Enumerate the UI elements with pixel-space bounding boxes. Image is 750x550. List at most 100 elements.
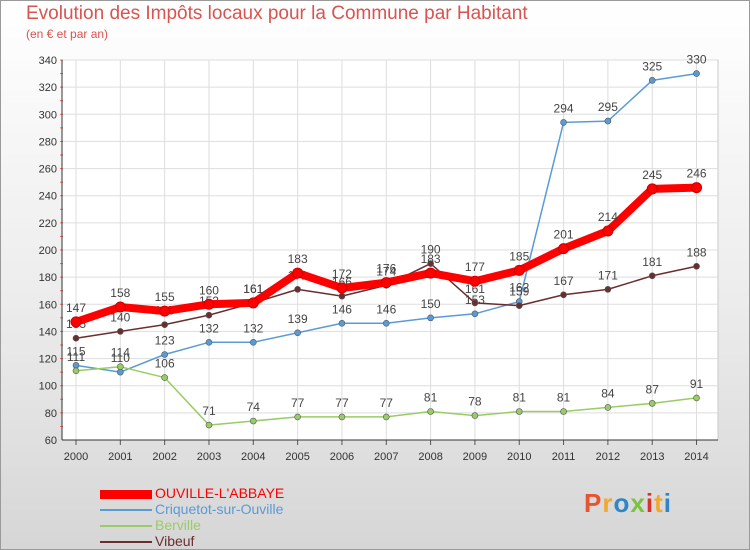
data-label: 245 [642,168,662,182]
legend-swatch [100,541,152,543]
y-tick-label: 200 [39,245,57,257]
data-label: 161 [243,282,263,296]
data-point [338,292,346,300]
data-point [117,363,124,371]
data-point [648,77,656,84]
data-label: 78 [468,395,482,409]
data-point [604,404,612,411]
data-point [602,225,614,237]
data-point [336,282,348,294]
data-point [72,334,80,342]
data-label: 71 [202,404,216,418]
y-tick-label: 340 [39,55,57,67]
data-point [382,319,390,327]
x-tick-label: 2008 [418,451,442,463]
legend-label: OUVILLE-L'ABBAYE [155,485,285,501]
x-tick-label: 2006 [330,451,354,463]
data-point [427,260,434,267]
data-point [249,338,257,346]
legend-swatch [100,525,152,527]
data-label: 161 [465,282,485,296]
y-tick-label: 220 [39,218,57,230]
data-point [338,413,346,421]
y-tick-label: 320 [39,82,57,94]
data-label: 174 [376,264,396,278]
data-label: 160 [199,283,219,297]
y-tick-label: 80 [45,408,57,420]
data-label: 146 [376,302,396,316]
data-point [161,351,168,358]
data-label: 77 [291,396,305,410]
data-label: 77 [335,396,349,410]
data-label: 132 [199,321,219,335]
legend-swatch [100,509,152,511]
data-label: 115 [66,344,85,358]
x-tick-label: 2011 [552,451,576,463]
data-label: 123 [155,334,175,348]
data-label: 201 [554,228,574,242]
data-label: 87 [646,382,660,396]
data-label: 77 [380,396,394,410]
data-point [117,328,124,335]
x-tick-label: 2000 [64,451,88,463]
y-tick-label: 280 [39,136,57,148]
data-label: 190 [421,243,441,257]
logo-letter: r [602,488,614,518]
data-point [249,417,257,425]
data-point [203,298,215,310]
data-label: 176 [376,262,396,276]
data-point [338,319,346,327]
logo-letter: o [613,488,631,518]
data-label: 185 [509,249,529,263]
data-label: 161 [243,282,263,296]
data-point [693,262,700,270]
data-label: 132 [243,321,263,335]
data-label: 155 [155,290,175,304]
data-label: 294 [554,101,574,115]
legend-label: Berville [155,517,201,533]
data-point [247,297,259,309]
data-point [70,316,82,328]
x-tick-label: 2003 [197,451,221,463]
logo-letter: P [584,488,603,518]
data-point [294,329,301,337]
data-point [513,264,525,276]
data-point [382,413,390,421]
data-point [604,286,612,293]
data-point [427,408,434,415]
data-label: 110 [111,351,130,365]
data-point [693,394,700,402]
data-label: 172 [332,267,352,281]
data-label: 214 [598,210,618,224]
data-label: 159 [509,285,529,299]
data-label: 183 [288,252,308,266]
data-label: 162 [509,281,529,295]
y-tick-label: 300 [39,109,57,121]
data-label: 91 [690,377,704,391]
x-tick-label: 2007 [374,451,398,463]
data-label: 181 [642,255,662,269]
legend-label: Criquetot-sur-Ouville [155,501,284,517]
y-tick-label: 180 [39,272,57,284]
x-tick-label: 2010 [507,451,531,463]
data-point [292,267,304,279]
y-tick-label: 160 [39,299,57,311]
data-label: 146 [332,302,352,316]
data-point [427,314,434,322]
y-tick-label: 140 [39,326,57,338]
data-label: 140 [110,310,130,324]
data-point [604,117,612,125]
data-point [294,286,301,293]
legend-swatch [100,490,152,499]
x-tick-label: 2009 [463,451,487,463]
data-point [380,277,392,289]
legend-label: Vibeuf [155,533,195,549]
y-tick-label: 60 [45,435,57,447]
logo-letter: x [630,488,646,518]
data-label: 114 [111,346,130,360]
data-point [159,305,171,317]
data-point [515,408,523,415]
data-label: 81 [557,391,571,405]
chart-subtitle: (en € et par an) [26,27,109,41]
